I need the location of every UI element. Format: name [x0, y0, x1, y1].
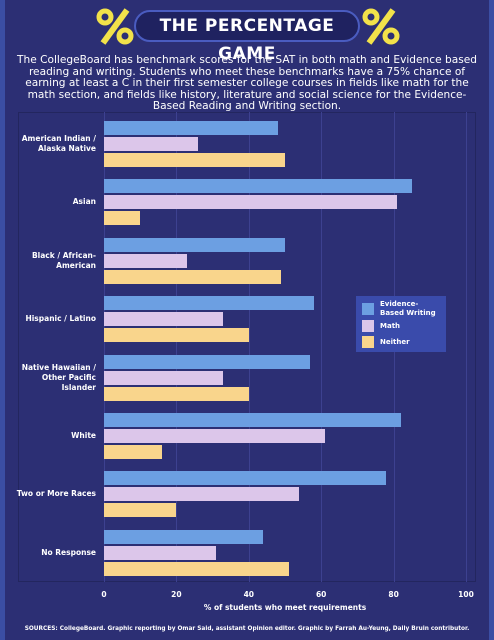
- bar: [104, 237, 285, 252]
- legend-swatch: [362, 320, 374, 332]
- bar: [104, 529, 264, 544]
- category-label: American Indian / Alaska Native: [21, 134, 96, 153]
- legend-label: Neither: [380, 337, 410, 346]
- bar: [104, 413, 401, 427]
- bar: [104, 179, 412, 194]
- bar: [104, 487, 300, 502]
- legend-label: Evidence-Based Writing: [380, 300, 436, 317]
- category-label: Black / African-American: [31, 250, 96, 270]
- x-tick-label: 40: [243, 590, 255, 599]
- x-tick-label: 0: [101, 590, 107, 599]
- category-label: Native Hawaiian / Other Pacific Islander: [21, 362, 96, 392]
- x-tick-label: 20: [171, 590, 182, 599]
- legend-item: Evidence-Based Writing: [362, 300, 440, 318]
- bar: [104, 153, 285, 167]
- bar: [104, 370, 224, 385]
- bar: [104, 429, 325, 443]
- percent-icon: [96, 8, 134, 45]
- category-label: No Response: [41, 547, 96, 557]
- bar: [104, 121, 278, 135]
- bar: [104, 137, 199, 151]
- category-label: Two or More Races: [16, 489, 96, 499]
- legend-swatch: [362, 336, 374, 348]
- bar: [104, 328, 249, 343]
- bar: [104, 312, 224, 327]
- category-label: White: [71, 431, 96, 440]
- category-label: Hispanic / Latino: [25, 314, 96, 324]
- bar: [104, 296, 314, 311]
- chart-title: THE PERCENTAGE GAME: [134, 10, 360, 64]
- legend-item: Neither: [362, 336, 440, 348]
- legend-item: Math: [362, 320, 440, 332]
- bar: [104, 269, 282, 284]
- bar: [104, 195, 398, 210]
- legend-label: Math: [380, 321, 401, 330]
- category-label: Asian: [72, 197, 96, 207]
- bar: [104, 503, 177, 518]
- x-axis-label: % of students who meet requirements: [203, 603, 367, 612]
- bar: [104, 445, 162, 459]
- percent-icon: [362, 8, 400, 45]
- source: SOURCES: CollegeBoard. Graphic reporting…: [24, 626, 470, 632]
- bar: [104, 211, 141, 226]
- x-tick-label: 60: [315, 590, 327, 599]
- plot-area: [18, 112, 476, 582]
- subtitle: The CollegeBoard has benchmark scores fo…: [17, 54, 477, 112]
- bar: [104, 386, 249, 401]
- grid-line: [466, 112, 467, 582]
- bar: [104, 561, 289, 576]
- grid-line: [321, 112, 323, 582]
- bar: [104, 354, 311, 369]
- grid-line: [176, 112, 178, 582]
- legend-swatch: [362, 303, 374, 315]
- grid-line: [104, 112, 105, 582]
- bar: [104, 545, 217, 560]
- bar: [104, 253, 188, 268]
- grid-line: [248, 112, 250, 582]
- x-tick-label: 100: [458, 590, 474, 599]
- bar: [104, 471, 387, 486]
- x-tick-label: 80: [388, 590, 399, 599]
- legend: Evidence-Based Writing Math Neither: [356, 296, 446, 352]
